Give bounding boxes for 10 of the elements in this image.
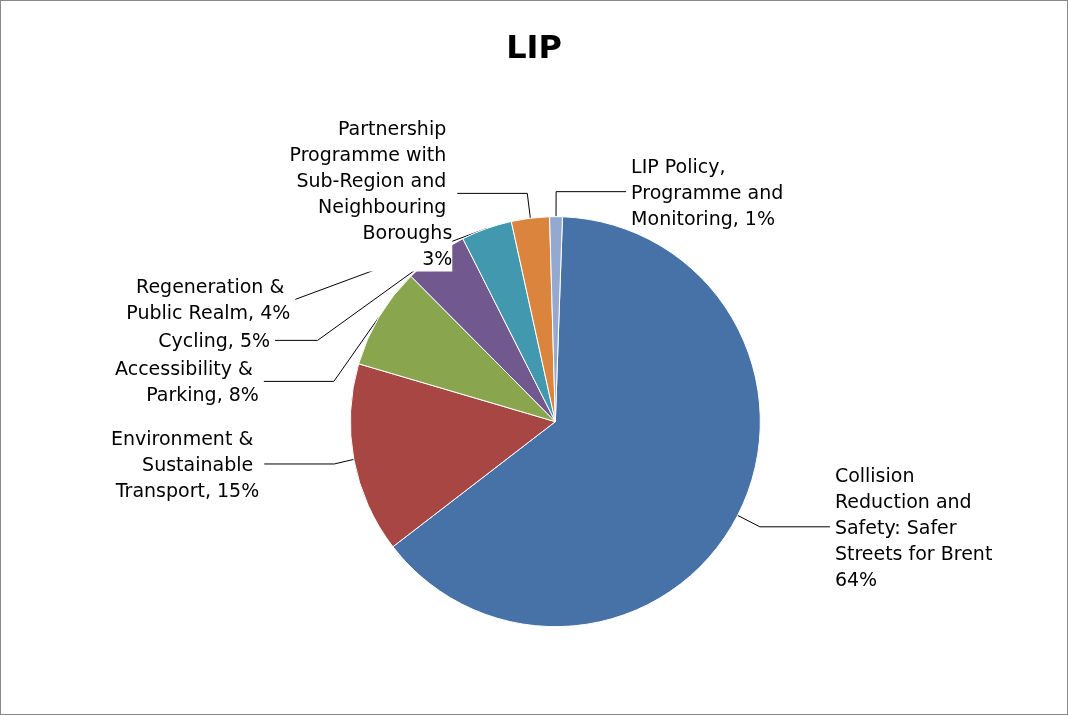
data-label: 64% <box>834 567 878 590</box>
data-label: 3% <box>422 247 453 270</box>
slice-label: Collision Reduction and Safety: Safer Streets for Brent <box>834 463 993 564</box>
chart-title: LIP <box>506 28 562 66</box>
slice-label: Regeneration & Public Realm, 4% <box>126 275 291 324</box>
slice-label: Accessibility & Parking, 8% <box>115 357 259 406</box>
slice-label: Partnership Programme with Sub-Region and Neighbouring Boroughs <box>289 117 453 244</box>
slice-label: LIP Policy, Programme and Monitoring, 1% <box>631 154 790 229</box>
slice-label: Environment & Sustainable Transport, 15% <box>111 426 260 501</box>
slice-label: Cycling, 5% <box>158 329 271 352</box>
